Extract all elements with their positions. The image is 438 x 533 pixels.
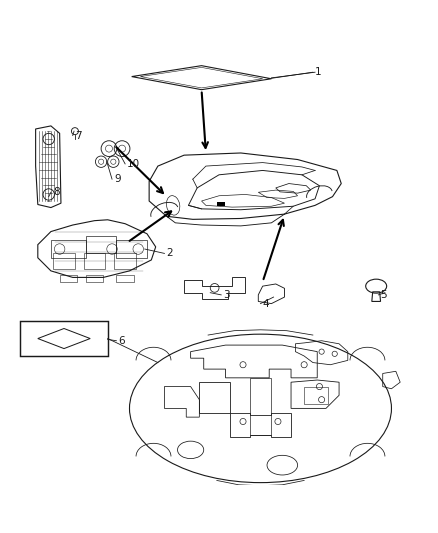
Bar <box>84 253 106 269</box>
Bar <box>53 253 75 269</box>
Text: 5: 5 <box>381 290 387 300</box>
Text: 2: 2 <box>166 248 173 259</box>
Bar <box>20 321 108 356</box>
Text: 9: 9 <box>114 174 121 184</box>
Text: 7: 7 <box>75 131 81 141</box>
Text: 1: 1 <box>315 67 321 77</box>
Bar <box>114 253 136 269</box>
Text: 3: 3 <box>223 290 230 300</box>
Text: 6: 6 <box>119 336 125 346</box>
Text: 8: 8 <box>53 187 60 197</box>
Bar <box>217 202 225 206</box>
Text: 4: 4 <box>263 298 269 309</box>
Text: 10: 10 <box>127 159 141 169</box>
Bar <box>304 386 328 404</box>
